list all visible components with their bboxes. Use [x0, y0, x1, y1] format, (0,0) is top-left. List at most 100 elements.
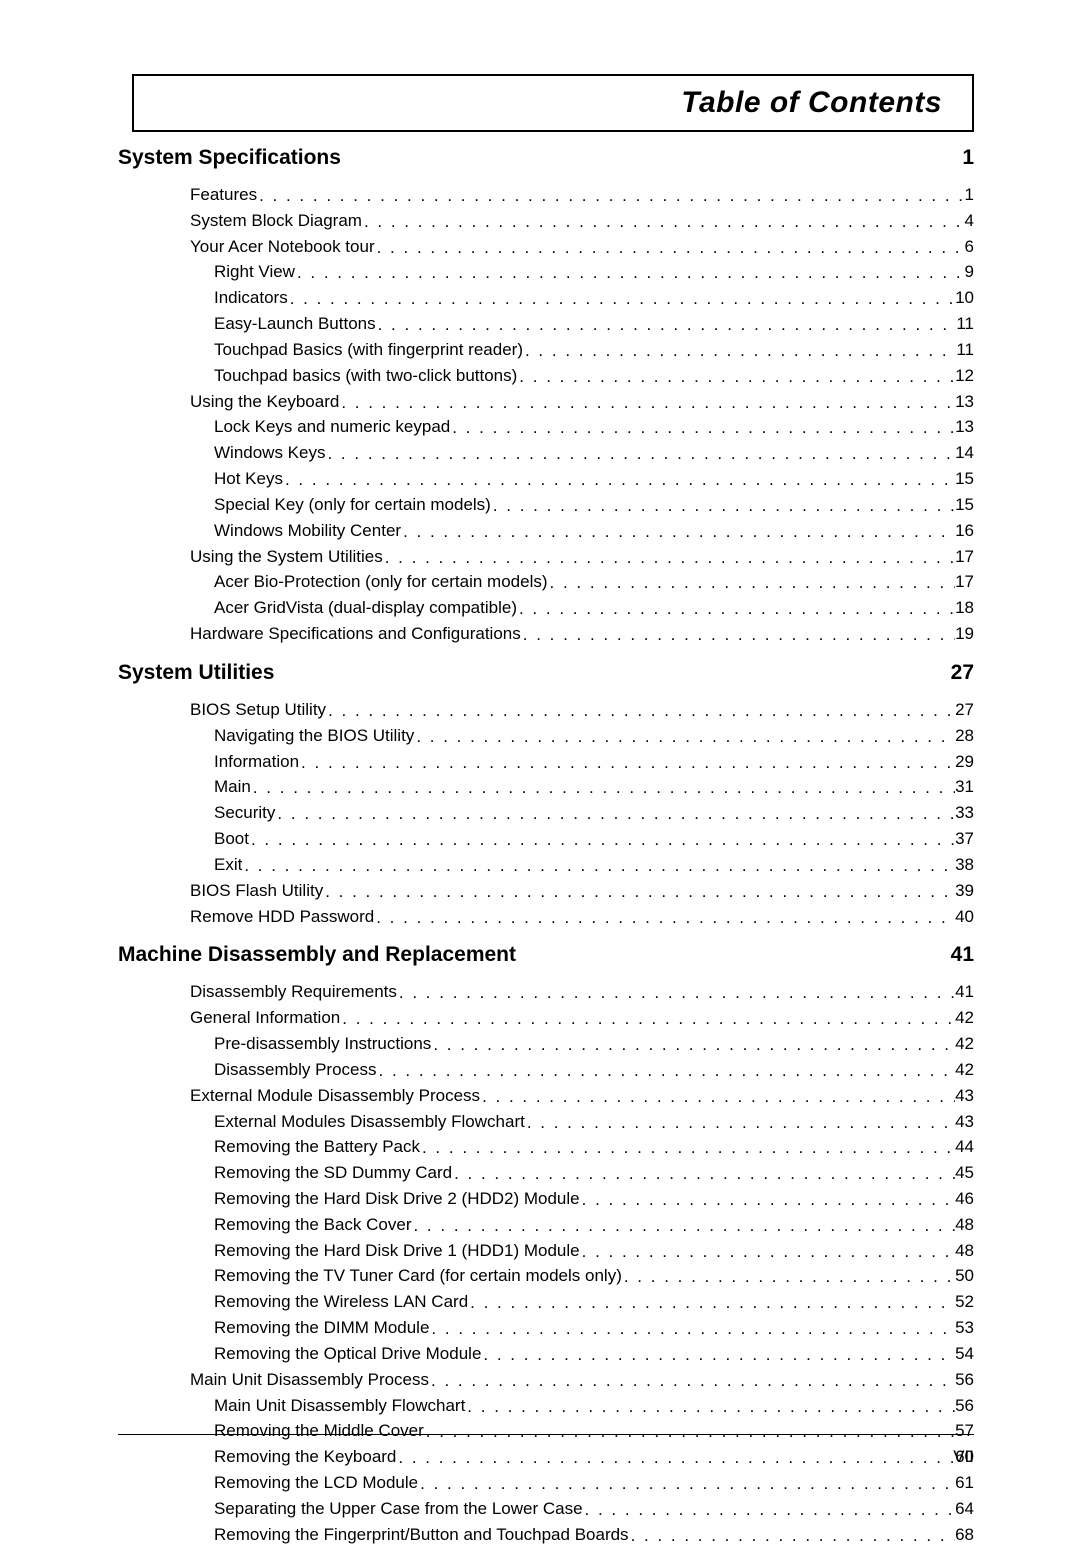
- entry-page: 29: [955, 749, 974, 775]
- dot-leader: [517, 364, 955, 389]
- toc-entry: Remove HDD Password40: [190, 904, 974, 930]
- toc-entry: Removing the Back Cover48: [214, 1212, 974, 1238]
- toc-section: Machine Disassembly and Replacement41 Dis…: [118, 943, 974, 1547]
- entry-label: Removing the Hard Disk Drive 2 (HDD2) Mo…: [214, 1186, 580, 1212]
- toc-entry: General Information 42: [190, 1005, 974, 1031]
- entry-label: Disassembly Process: [214, 1057, 377, 1083]
- entry-page: 42: [955, 1057, 974, 1083]
- toc-entry: Touchpad Basics (with fingerprint reader…: [214, 337, 974, 363]
- entry-page: 11: [956, 337, 974, 363]
- toc-entry: Navigating the BIOS Utility28: [214, 723, 974, 749]
- dot-leader: [396, 1445, 955, 1470]
- section-heading: Machine Disassembly and Replacement41: [118, 943, 974, 967]
- dot-leader: [339, 390, 955, 415]
- entry-label: Removing the Wireless LAN Card: [214, 1289, 468, 1315]
- entry-page: 43: [955, 1083, 974, 1109]
- dot-leader: [414, 724, 955, 749]
- entry-label: Right View: [214, 259, 295, 285]
- entry-page: 13: [955, 414, 974, 440]
- dot-leader: [377, 1058, 956, 1083]
- dot-leader: [580, 1187, 955, 1212]
- entry-page: 46: [955, 1186, 974, 1212]
- entry-label: Hot Keys: [214, 466, 283, 492]
- dot-leader: [411, 1213, 955, 1238]
- section-title: System Utilities: [118, 661, 274, 685]
- entry-page: 42: [955, 1005, 974, 1031]
- entry-label: Separating the Upper Case from the Lower…: [214, 1496, 583, 1522]
- entry-page: 27: [955, 697, 974, 723]
- entry-label: General Information: [190, 1005, 340, 1031]
- entry-page: 17: [955, 544, 974, 570]
- entry-label: Main Unit Disassembly Flowchart: [214, 1393, 465, 1419]
- toc-entry: Special Key (only for certain models)15: [214, 492, 974, 518]
- toc-entry: Boot37: [214, 826, 974, 852]
- entry-page: 44: [955, 1134, 974, 1160]
- toc-entry: Lock Keys and numeric keypad13: [214, 414, 974, 440]
- entry-page: 39: [955, 878, 974, 904]
- dot-leader: [517, 596, 955, 621]
- dot-leader: [450, 415, 955, 440]
- dot-leader: [481, 1342, 955, 1367]
- dot-leader: [326, 698, 955, 723]
- dot-leader: [288, 286, 955, 311]
- toc-section: System Specifications1Features1System Bl…: [118, 146, 974, 647]
- dot-leader: [418, 1471, 955, 1496]
- toc-entry: External Modules Disassembly Flowchart43: [214, 1109, 974, 1135]
- dot-leader: [424, 1419, 955, 1444]
- toc-entry: Hot Keys15: [214, 466, 974, 492]
- entry-page: 42: [955, 1031, 974, 1057]
- toc-entry: Removing the Keyboard60: [214, 1444, 974, 1470]
- entry-label: Exit: [214, 852, 242, 878]
- toc-entry: Windows Keys14: [214, 440, 974, 466]
- toc-entry: External Module Disassembly Process43: [190, 1083, 974, 1109]
- toc-entry: Main Unit Disassembly Process 56: [190, 1367, 974, 1393]
- dot-leader: [429, 1368, 955, 1393]
- dot-leader: [374, 905, 955, 930]
- toc-entry: Windows Mobility Center16: [214, 518, 974, 544]
- entry-label: Removing the DIMM Module: [214, 1315, 429, 1341]
- toc-entry: Features 1: [190, 182, 974, 208]
- dot-leader: [376, 312, 957, 337]
- entry-page: 53: [955, 1315, 974, 1341]
- dot-leader: [242, 853, 955, 878]
- toc-entry: Touchpad basics (with two-click buttons)…: [214, 363, 974, 389]
- entry-label: Removing the Hard Disk Drive 1 (HDD1) Mo…: [214, 1238, 580, 1264]
- entry-label: Main Unit Disassembly Process: [190, 1367, 429, 1393]
- entry-label: External Modules Disassembly Flowchart: [214, 1109, 525, 1135]
- section-entries: Features1System Block Diagram4Your Acer …: [190, 182, 974, 647]
- entry-page: 31: [955, 774, 974, 800]
- toc-entry: Removing the DIMM Module 53: [214, 1315, 974, 1341]
- entry-label: Removing the Keyboard: [214, 1444, 396, 1470]
- entry-page: 56: [955, 1367, 974, 1393]
- entry-label: Touchpad basics (with two-click buttons): [214, 363, 517, 389]
- dot-leader: [521, 622, 955, 647]
- entry-label: Using the System Utilities: [190, 544, 383, 570]
- entry-label: Removing the Middle Cover: [214, 1418, 424, 1444]
- entry-page: 13: [955, 389, 974, 415]
- entry-page: 1: [965, 182, 974, 208]
- entry-label: Information: [214, 749, 299, 775]
- toc-entry: Removing the Wireless LAN Card 52: [214, 1289, 974, 1315]
- entry-label: Boot: [214, 826, 249, 852]
- dot-leader: [397, 980, 955, 1005]
- dot-leader: [468, 1290, 955, 1315]
- entry-page: 56: [955, 1393, 974, 1419]
- entry-label: Features: [190, 182, 257, 208]
- toc-entry: Right View 9: [214, 259, 974, 285]
- entry-page: 52: [955, 1289, 974, 1315]
- entry-label: Disassembly Requirements: [190, 979, 397, 1005]
- dot-leader: [323, 879, 955, 904]
- entry-page: 50: [955, 1263, 974, 1289]
- entry-page: 41: [955, 979, 974, 1005]
- toc-entry: Acer GridVista (dual-display compatible)…: [214, 595, 974, 621]
- toc-entry: System Block Diagram4: [190, 208, 974, 234]
- entry-label: Removing the SD Dummy Card: [214, 1160, 452, 1186]
- entry-page: 9: [965, 259, 974, 285]
- entry-label: Windows Mobility Center: [214, 518, 401, 544]
- section-heading: System Utilities27: [118, 661, 974, 685]
- entry-page: 18: [955, 595, 974, 621]
- entry-page: 48: [955, 1238, 974, 1264]
- entry-label: Removing the Battery Pack: [214, 1134, 420, 1160]
- toc-entry: Security33: [214, 800, 974, 826]
- entry-page: 40: [955, 904, 974, 930]
